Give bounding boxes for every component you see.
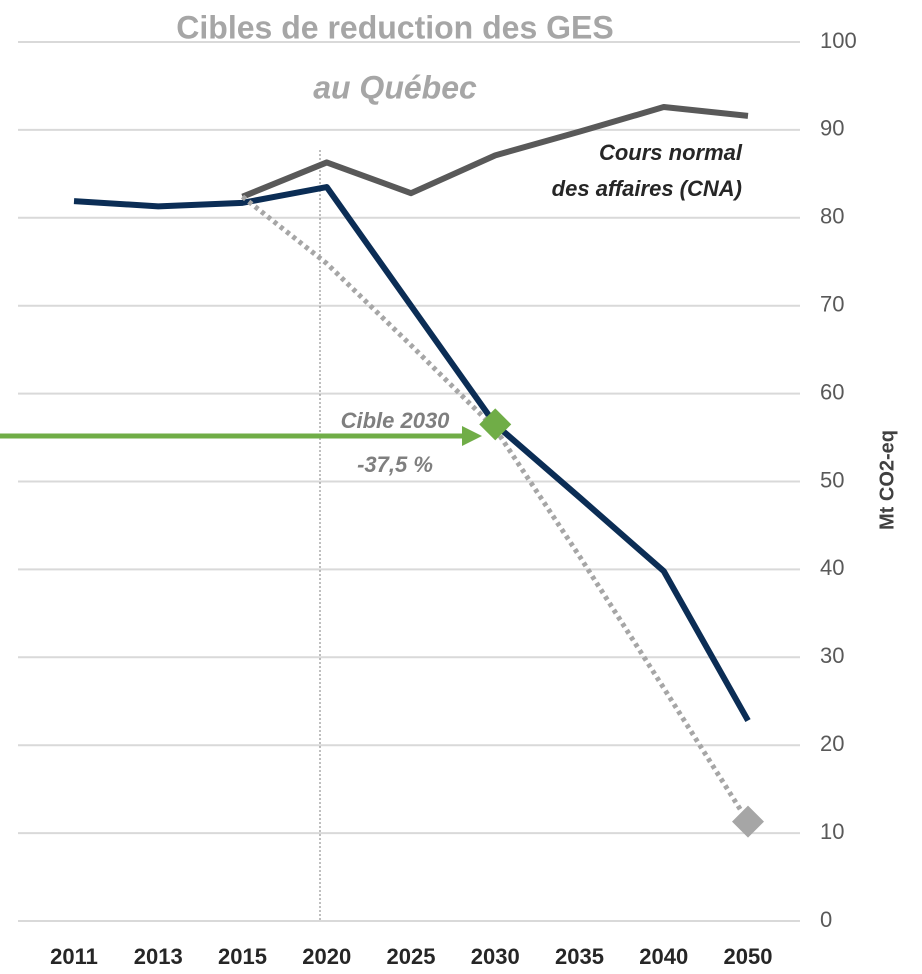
chart-title: Cibles de reduction des GES (176, 9, 613, 45)
y-tick-label: 80 (820, 204, 844, 229)
x-tick-label: 2030 (471, 944, 520, 969)
arrow-head (462, 426, 482, 446)
y-tick-label: 20 (820, 731, 844, 756)
y-tick-label: 30 (820, 643, 844, 668)
annotation: des affaires (CNA) (552, 176, 742, 201)
target-line (240, 194, 751, 824)
annotation: Cible 2030 (341, 408, 451, 433)
x-tick-label: 2015 (218, 944, 267, 969)
chart-subtitle: au Québec (313, 69, 477, 105)
y-tick-label: 60 (820, 379, 844, 404)
grid (18, 41, 800, 922)
target-marker (479, 408, 512, 441)
annotation: -37,5 % (357, 452, 433, 477)
x-tick-label: 2035 (555, 944, 604, 969)
y-tick-label: 50 (820, 467, 844, 492)
x-tick-label: 2020 (302, 944, 351, 969)
y-axis-label: Mt CO2-eq (876, 430, 898, 530)
x-tick-label: 2011 (50, 944, 98, 969)
y-tick-label: 100 (820, 28, 857, 53)
y-tick-label: 70 (820, 292, 844, 317)
y-tick-label: 90 (820, 116, 844, 141)
x-tick-label: 2025 (387, 944, 436, 969)
x-tick-label: 2040 (639, 944, 688, 969)
series-line (73, 184, 751, 723)
y-tick-label: 0 (820, 907, 832, 932)
x-tick-label: 2013 (134, 944, 183, 969)
y-tick-label: 40 (820, 555, 844, 580)
series-line (241, 104, 749, 200)
annotation: Cours normal (599, 140, 743, 165)
target-marker (732, 805, 764, 838)
y-tick-label: 10 (820, 819, 844, 844)
x-tick-label: 2050 (724, 944, 773, 969)
